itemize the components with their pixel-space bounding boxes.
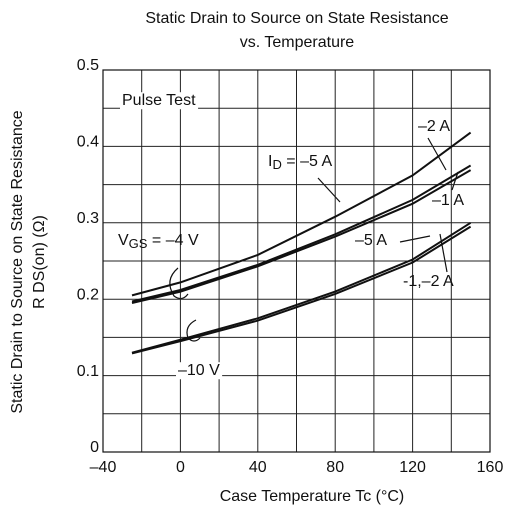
y-tick-label: 0.5 (77, 57, 99, 74)
x-tick-label: 40 (249, 459, 267, 476)
annotation-text: –10 V (178, 362, 220, 379)
annotation-part: I (268, 153, 272, 170)
label-background (120, 92, 199, 110)
y-tick-label: 0.1 (77, 363, 99, 380)
annotation-text: -1,–2 A (403, 273, 454, 290)
annotation-part: -1,–2 A (403, 273, 454, 290)
annotation-part: GS (129, 236, 148, 251)
annotation-part: = –5 A (282, 153, 333, 170)
annotation: Pulse Test (120, 92, 199, 110)
x-tick-label: 80 (326, 459, 344, 476)
y-tick-label: 0.2 (77, 286, 99, 303)
annotation-part: V (118, 232, 129, 249)
annotation-text: –5 A (355, 232, 387, 249)
y-tick-label: 0.4 (77, 134, 99, 151)
y-axis-label: Static Drain to Source on State Resistan… (9, 110, 26, 413)
annotation-part: –2 A (418, 118, 450, 135)
annotation: –10 V (176, 362, 223, 380)
series-line (131, 164, 472, 303)
x-tick-label: –40 (90, 459, 117, 476)
x-tick-label: 160 (477, 459, 504, 476)
annotation: –5 A (355, 232, 387, 249)
series-line (131, 131, 472, 297)
series-line (131, 225, 472, 355)
plot-frame (102, 69, 491, 453)
chart-title: Static Drain to Source on State Resistan… (145, 10, 448, 27)
label-background (176, 362, 223, 380)
y-tick-label: 0 (90, 439, 99, 456)
annotation: ID = –5 A (268, 153, 332, 172)
x-axis-label: Case Temperature Tc (°C) (220, 488, 405, 505)
annotation-arrows (169, 137, 459, 342)
annotation-text: –2 A (418, 118, 450, 135)
annotation-text: ID = –5 A (268, 153, 332, 172)
annotation-text: VGS = –4 V (118, 232, 199, 251)
series-line (131, 221, 472, 354)
annotation-text: –1 A (432, 192, 464, 209)
series-line (131, 169, 472, 304)
y-tick-label: 0.3 (77, 210, 99, 227)
annotation-part: –1 A (432, 192, 464, 209)
chart-title: vs. Temperature (240, 34, 355, 51)
annotation: VGS = –4 V (118, 232, 199, 251)
annotation-part: –10 V (178, 362, 220, 379)
x-tick-label: 120 (399, 459, 426, 476)
x-tick-label: 0 (176, 459, 185, 476)
annotation-part: Pulse Test (122, 92, 196, 109)
y-axis-label: R DS(on) (Ω) (31, 215, 48, 309)
annotation-part: = –4 V (147, 232, 198, 249)
annotation: -1,–2 A (403, 273, 454, 290)
annotation-part: –5 A (355, 232, 387, 249)
annotation-text: Pulse Test (122, 92, 196, 109)
annotation: –1 A (432, 192, 464, 209)
annotation: –2 A (418, 118, 450, 135)
annotation-part: D (272, 157, 281, 172)
